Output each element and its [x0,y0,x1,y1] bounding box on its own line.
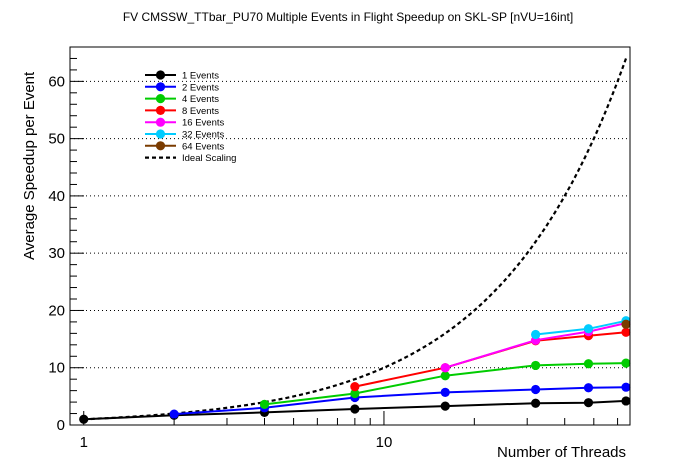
legend-marker-16-events [155,117,166,127]
1-events-point [440,401,450,411]
legend-marker-1-events [155,70,166,80]
1-events-point [531,398,541,408]
legend-label-4-events: 4 Events [182,94,219,105]
legend-label-32-events: 32 Events [182,130,224,141]
axes: 0 10 20 30 40 50 60 1 10 [48,46,619,451]
y-tick-label: 50 [48,131,65,148]
1-events-point [621,396,631,406]
ideal-scaling-layer [83,58,628,421]
legend-label-2-events: 2 Events [182,82,219,93]
gridlines [70,80,630,369]
8-events-point [350,382,360,392]
2-events-point [621,382,631,392]
legend-label-ideal-scaling: Ideal Scaling [182,153,236,164]
2-events-point [583,383,594,393]
1-events-point [350,404,360,414]
4-events-point [440,371,450,381]
4-events-point [531,360,541,371]
4-events-point [259,399,270,409]
legend-marker-8-events [155,105,166,115]
x-tick-label: 10 [376,434,393,451]
1-events-line [83,399,627,421]
2-events-point [531,384,541,395]
y-tick-label: 30 [48,245,65,262]
ideal-scaling-line [83,58,628,421]
plot-frame [69,46,631,426]
8-events-point [621,327,631,337]
1-events-point [583,398,594,408]
legend-label-1-events: 1 Events [182,71,219,82]
4-events-point [350,388,360,399]
x-tick-label: 1 [80,434,88,451]
16-events-line [444,322,627,369]
y-tick-label: 10 [48,360,65,377]
2-events-point [169,409,179,419]
4-events-point [621,358,631,368]
2-events-point [440,387,450,397]
legend-label-64-events: 64 Events [182,141,224,152]
16-events-point [440,363,450,373]
32-events-point [583,324,594,334]
chart-title: FV CMSSW_TTbar_PU70 Multiple Events in F… [123,10,573,24]
4-events-point [583,359,594,369]
y-tick-label: 40 [48,188,65,205]
legend-marker-2-events [155,82,166,92]
64-events-series [621,319,631,329]
legend-marker-32-events [155,129,166,139]
y-tick-label: 60 [48,73,65,90]
y-tick-label: 20 [48,302,65,319]
legend-label-16-events: 16 Events [182,118,224,129]
series-layer [79,316,631,424]
legend-marker-64-events [155,141,166,151]
4-events-line [264,362,627,406]
64-events-point [621,319,631,329]
y-axis-label: Average Speedup per Event [21,71,38,260]
legend-label-8-events: 8 Events [182,106,219,117]
legend-marker-4-events [155,94,166,104]
x-axis-label: Number of Threads [497,444,626,461]
y-tick-label: 0 [57,417,65,434]
4-events-series [259,358,631,409]
32-events-point [531,329,541,340]
